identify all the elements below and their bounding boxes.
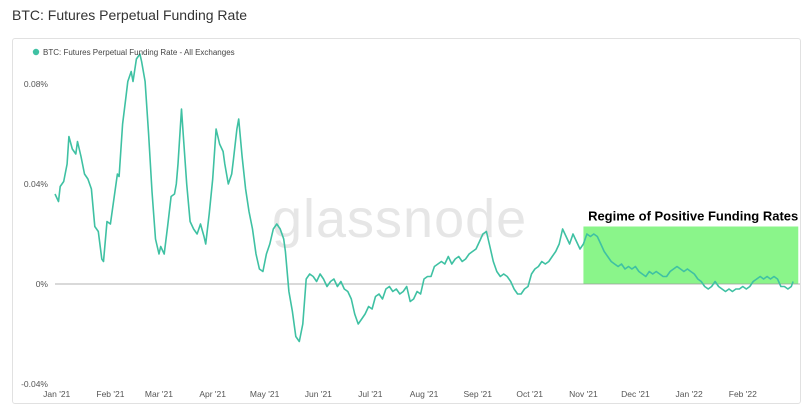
x-axis: Jan '21 Feb '21 Mar '21 Apr '21 May '21 Jun '… — [43, 389, 757, 399]
regime-annotation-label: Regime of Positive Funding Rates — [588, 209, 798, 224]
y-tick-label: 0.04% — [24, 179, 49, 189]
y-tick-label: 0.08% — [24, 79, 49, 89]
x-tick-label: Feb '21 — [96, 389, 124, 399]
x-tick-label: Oct '21 — [516, 389, 543, 399]
x-tick-label: Feb '22 — [729, 389, 757, 399]
y-axis: 0.08% 0.04% 0% -0.04% — [21, 79, 48, 389]
x-tick-label: Apr '21 — [199, 389, 226, 399]
x-tick-label: Jun '21 — [305, 389, 332, 399]
x-tick-label: Mar '21 — [145, 389, 173, 399]
y-tick-label: -0.04% — [21, 379, 48, 389]
x-tick-label: Jul '21 — [358, 389, 383, 399]
page-title: BTC: Futures Perpetual Funding Rate — [12, 7, 248, 23]
chart-frame — [12, 38, 801, 404]
watermark: glassnode — [272, 189, 527, 249]
x-tick-label: May '21 — [250, 389, 280, 399]
x-tick-label: Aug '21 — [410, 389, 439, 399]
positive-regime-highlight — [583, 226, 799, 284]
x-tick-label: Sep '21 — [463, 389, 492, 399]
x-tick-label: Jan '22 — [676, 389, 703, 399]
y-tick-label: 0% — [36, 279, 49, 289]
x-tick-label: Jan '21 — [43, 389, 70, 399]
x-tick-label: Nov '21 — [569, 389, 598, 399]
legend[interactable]: BTC: Futures Perpetual Funding Rate - Al… — [32, 48, 235, 57]
series-line-funding-rate — [54, 53, 794, 343]
legend-entry[interactable]: BTC: Futures Perpetual Funding Rate - Al… — [43, 48, 235, 57]
x-tick-label: Dec '21 — [621, 389, 650, 399]
legend-marker — [32, 48, 40, 56]
